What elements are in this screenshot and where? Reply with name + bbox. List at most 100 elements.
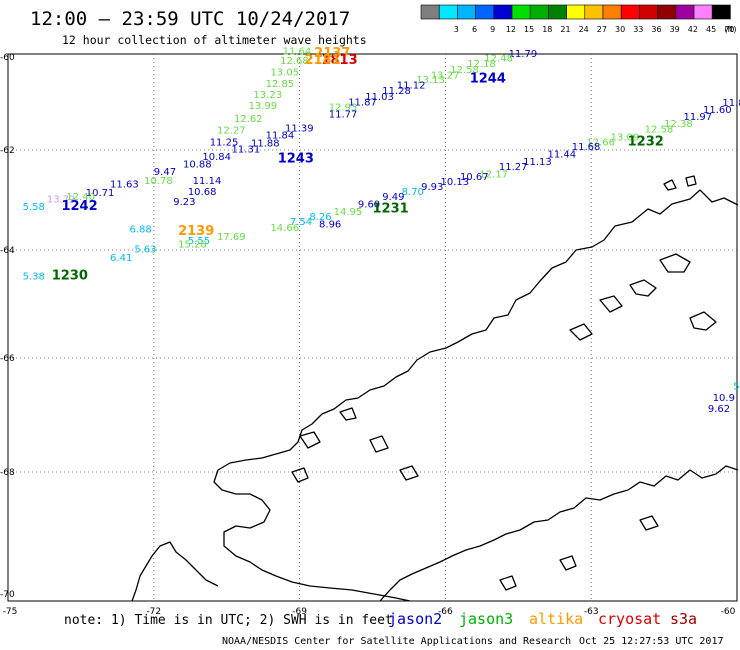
satellite-legend: jason2 jason3 altika cryosat s3a [388,610,697,628]
pass-label: 1243 [278,152,314,167]
swh-observation: 12.40 [66,192,95,203]
pass-label: 1242 [61,199,97,214]
swh-observation: 11.97 [684,112,713,123]
swh-observation: 12.18 [467,59,496,70]
swh-observation: 12.27 [217,126,246,137]
legend-label: 70 [724,25,734,34]
swh-observation: 9.23 [173,197,195,208]
swh-observation: 11.84 [266,130,295,141]
swh-observation: 6.88 [130,225,152,236]
pass-label: 1230 [52,269,88,284]
legend-swatch [693,4,713,20]
legend-swatch [475,4,495,20]
island-west-1 [299,431,321,449]
legend-label: 12 [506,25,516,34]
legend-swatch [657,4,677,20]
legend-swatch [420,4,440,20]
swh-observation: 11.25 [210,137,239,148]
swh-observation: 5 [733,381,739,392]
footer-timestamp: Oct 25 12:27:53 UTC 2017 [579,636,724,647]
swh-observation: 11.44 [547,150,576,161]
swh-observation: 11.39 [285,123,314,134]
swh-observation: 15.28 [178,240,207,251]
swh-observation: 8.96 [319,220,341,231]
swh-observation: 11.14 [193,176,222,187]
legend-label: 42 [688,25,698,34]
swh-observation: 9.60 [358,200,380,211]
swh-observation: 11.12 [397,81,426,92]
swh-observation: 11.13 [523,157,552,168]
swh-observation: 7.54 [290,217,312,228]
lat-lon-grid [8,54,737,601]
map-subtitle: 12 hour collection of altimeter wave hei… [62,33,367,47]
legend-swatch [584,4,604,20]
swh-observation: 14.66 [270,223,299,234]
lon-label: -75 [3,607,18,617]
swh-observation: 5.55 [188,236,210,247]
swh-observation: 12.93 [329,102,358,113]
legend-swatch [438,4,458,20]
swh-observation: 11.03 [365,92,394,103]
swh-observation: 12.17 [479,170,508,181]
pass-label: 2181 [304,53,340,68]
swh-observation: 12.38 [664,119,693,130]
footer-note: note: 1) Time is in UTC; 2) SWH is in fe… [64,613,393,628]
legend-label: 6 [472,25,477,34]
lon-label: -72 [146,607,161,617]
swh-observation: 11.68 [572,142,601,153]
legend-label: 21 [560,25,570,34]
legend-label: 45 [706,25,716,34]
island-south-3 [499,575,517,591]
satellite-name: jason3 [459,610,513,628]
swh-observation: 11.27 [499,162,528,173]
swh-observation: 11.77 [329,109,358,120]
swh-observation: 6.41 [110,253,132,264]
island-west-5 [291,467,309,483]
swh-observation: 11.79 [509,49,538,60]
legend-label: 9 [490,25,495,34]
satellite-name: s3a [670,610,697,628]
pass-label: 1813 [321,53,357,68]
footer-credit: NOAA/NESDIS Center for Satellite Applica… [222,636,571,647]
legend-unit: (ft) [724,25,736,34]
swh-observation: 10.84 [202,152,231,163]
lat-label: -60 [0,53,15,63]
swh-observation: 9.93 [421,182,443,193]
lat-label: -64 [0,246,15,256]
lon-label: -66 [438,607,453,617]
swh-observation: 10.67 [460,172,489,183]
lat-label: -62 [0,146,15,156]
legend-label: 15 [524,25,534,34]
swh-observation: 11.28 [382,86,411,97]
wave-height-legend: 3 6 9 12 15 18 21 24 27 30 33 36 39 42 45 70(ft) [420,4,736,34]
legend-swatch [602,4,622,20]
pass-label: 1231 [373,202,409,217]
swh-observation: 11.60 [703,105,732,116]
map-title: 12:00 – 23:59 UTC 10/24/2017 [30,8,350,30]
legend-swatch [457,4,476,20]
legend-label: 30 [615,25,625,34]
lat-label: -70 [0,590,15,600]
legend-label: 18 [542,25,552,34]
swh-observation: 10.71 [86,188,115,199]
pass-label: 2137 [314,46,350,61]
swh-observation: 13.72 [47,195,76,206]
swh-observation: 12.62 [234,114,263,125]
legend-swatch [620,4,640,20]
lat-label: -66 [0,354,15,364]
swh-observation: 13.99 [249,101,278,112]
inner-coastline-north [379,465,739,602]
lon-label: -69 [292,607,307,617]
swh-observation: 11.88 [251,138,280,149]
swh-observation: 11.31 [232,145,261,156]
legend-label: 39 [670,25,680,34]
axis-labels: -75 -72 -69 -66 -63 -60 -60 -62 -64 -66 -68 -70 [0,53,736,617]
swh-observation: 10.9 [713,393,735,404]
satellite-name: cryosat [598,610,661,628]
lon-label: -63 [584,607,599,617]
swh-observation: 11.88 [722,98,740,109]
island-west-2 [339,407,357,421]
coastline [131,175,739,602]
swh-observation: 12.58 [450,65,479,76]
legend-label: 3 [454,25,459,34]
